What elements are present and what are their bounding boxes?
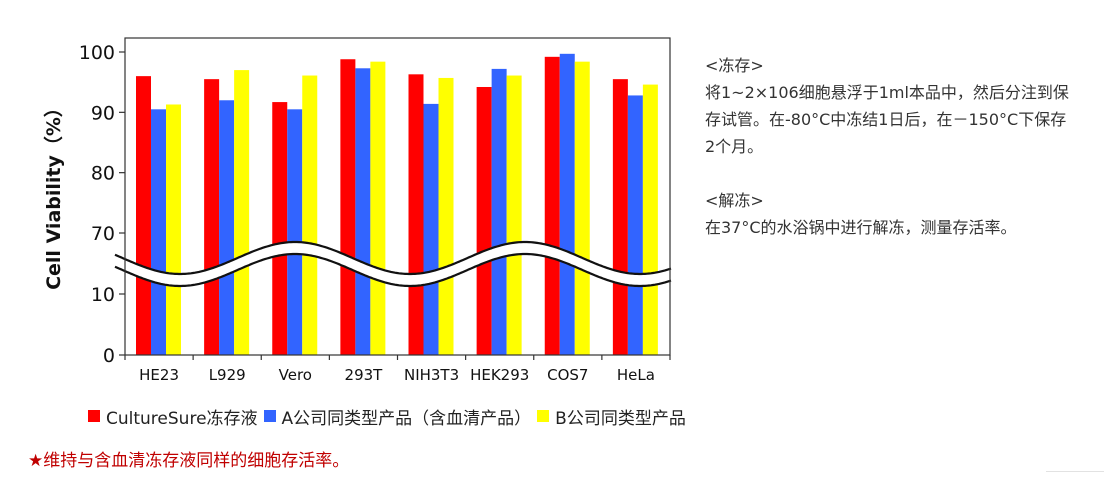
- bar-nih3t3-series-1: [408, 74, 424, 355]
- axis-break-waves: [114, 240, 672, 288]
- y-tick-label: 10: [91, 284, 115, 306]
- chart-legend: CultureSure冻存液 A公司同类型产品（含血清产品） B公司同类型产品: [88, 403, 692, 429]
- divider: [1046, 471, 1104, 472]
- freeze-title: <冻存>: [705, 56, 764, 75]
- bar-cos7-series-1: [544, 56, 560, 356]
- bar-hek293-series-1: [476, 86, 492, 355]
- x-tick-label: HeLa: [617, 366, 655, 384]
- bar-hek293-series-2: [491, 68, 507, 355]
- thaw-text: 在37°C的水浴锅中进行解冻，测量存活率。: [705, 218, 1017, 237]
- x-tick-label: COS7: [547, 366, 588, 384]
- legend-swatch-red: [88, 410, 100, 422]
- x-tick-labels: HE23 L929 Vero 293T NIH3T3 HEK293 COS7 HeLa: [139, 366, 655, 384]
- freeze-text: 将1~2×106细胞悬浮于1ml本品中，然后分注到保存试管。在-80°C中冻结1…: [705, 83, 1069, 156]
- x-tick-label: L929: [209, 366, 246, 384]
- bar-he23-series-1: [136, 76, 151, 355]
- bar-293t-series-2: [355, 68, 371, 355]
- bar-l929-series-2: [219, 100, 235, 356]
- y-axis-label: Cell Viability（%）: [42, 98, 65, 290]
- y-tick-label: 0: [103, 345, 115, 367]
- legend-swatch-blue: [263, 410, 276, 422]
- footnote: ★维持与含血清冻存液同样的细胞存活率。: [28, 451, 350, 471]
- bar-293t-series-1: [340, 59, 356, 356]
- bar-vero-series-3: [302, 75, 318, 355]
- bar-he23-series-3: [166, 104, 181, 356]
- bar-l929-series-3: [234, 70, 250, 355]
- legend-label: A公司同类型产品（含血清产品）: [281, 408, 532, 429]
- break-line-bottom: [114, 252, 672, 288]
- legend-label: CultureSure冻存液: [106, 408, 258, 429]
- bar-cos7-series-2: [559, 53, 575, 356]
- x-tick-label: HEK293: [470, 366, 529, 384]
- x-tick-label: Vero: [279, 366, 312, 384]
- bar-hela-series-2: [627, 95, 643, 355]
- bar-vero-series-2: [287, 109, 303, 355]
- x-tick-label: 293T: [345, 366, 384, 384]
- break-line-top: [114, 240, 672, 276]
- y-tick-label: 90: [91, 102, 115, 124]
- protocol-notes: <冻存> 将1~2×106细胞悬浮于1ml本品中，然后分注到保存试管。在-80°…: [705, 52, 1075, 241]
- y-tick-label: 70: [91, 223, 115, 245]
- bar-nih3t3-series-3: [438, 77, 454, 356]
- x-tick-label: HE23: [139, 366, 179, 384]
- x-tick-label: NIH3T3: [404, 366, 459, 384]
- y-tick-label: 100: [79, 42, 115, 64]
- bar-hela-series-1: [612, 79, 628, 356]
- bar-hek293-series-3: [506, 75, 522, 355]
- bar-hela-series-3: [642, 84, 658, 355]
- break-band: [115, 242, 672, 286]
- bar-293t-series-3: [370, 61, 386, 356]
- legend-label: B公司同类型产品: [555, 408, 686, 429]
- bar-he23-series-2: [151, 109, 166, 355]
- thaw-title: <解冻>: [705, 191, 764, 210]
- legend-item-culturesure: CultureSure冻存液: [88, 404, 258, 429]
- legend-swatch-yellow: [537, 410, 550, 422]
- bar-cos7-series-3: [574, 61, 590, 356]
- legend-item-company-a: A公司同类型产品（含血清产品）: [263, 404, 532, 429]
- legend-item-company-b: B公司同类型产品: [537, 404, 686, 429]
- bar-l929-series-1: [204, 79, 220, 356]
- bar-vero-series-1: [272, 102, 288, 356]
- y-tick-label: 80: [91, 163, 115, 185]
- bar-nih3t3-series-2: [423, 103, 439, 356]
